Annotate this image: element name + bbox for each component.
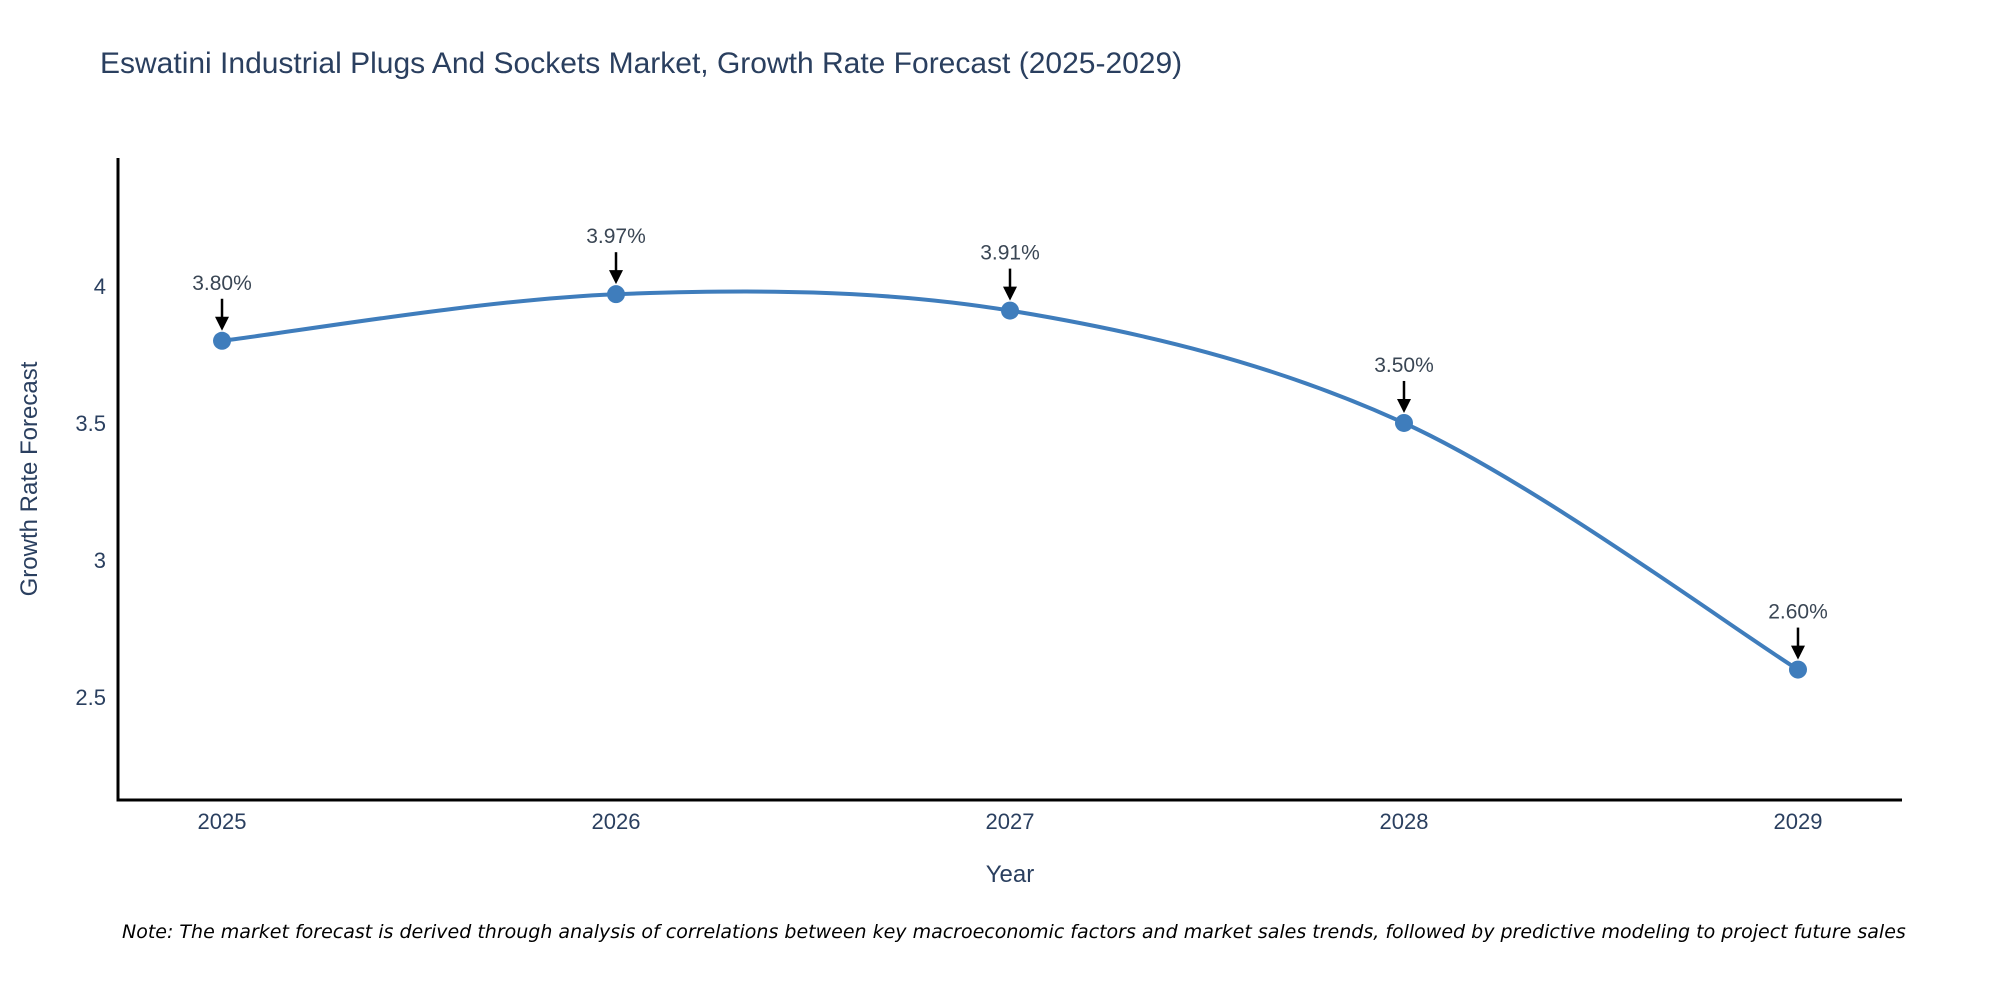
data-point-marker[interactable] xyxy=(607,285,626,304)
annotation-arrowhead xyxy=(1396,398,1411,413)
y-tick-label: 2.5 xyxy=(75,685,106,710)
y-tick-label: 4 xyxy=(94,274,106,299)
data-point-marker[interactable] xyxy=(1394,413,1413,432)
data-point-marker[interactable] xyxy=(1788,660,1807,679)
chart-title: Eswatini Industrial Plugs And Sockets Ma… xyxy=(100,47,1183,80)
annotation-arrowhead xyxy=(1790,645,1805,660)
data-point-label: 3.91% xyxy=(980,242,1040,265)
data-point-marker[interactable] xyxy=(213,331,232,350)
footnote: Note: The market forecast is derived thr… xyxy=(122,921,1906,943)
annotation-arrowhead xyxy=(609,270,624,285)
data-point-label: 2.60% xyxy=(1768,601,1828,624)
x-tick-label: 2025 xyxy=(198,809,247,834)
y-tick-label: 3 xyxy=(94,548,106,573)
data-point-label: 3.50% xyxy=(1374,354,1434,377)
x-tick-label: 2028 xyxy=(1380,809,1429,834)
x-tick-label: 2026 xyxy=(592,809,641,834)
data-point-marker[interactable] xyxy=(1001,301,1019,320)
x-axis-title: Year xyxy=(985,861,1035,888)
data-point-label: 3.80% xyxy=(192,272,252,295)
annotation-arrowhead xyxy=(1003,286,1017,301)
y-tick-label: 3.5 xyxy=(75,411,106,436)
x-tick-label: 2029 xyxy=(1774,809,1823,834)
series-line xyxy=(221,289,1800,672)
annotation-arrowhead xyxy=(215,316,230,331)
data-point-label: 3.97% xyxy=(586,225,646,248)
axis-lines xyxy=(116,158,1902,802)
x-tick-label: 2027 xyxy=(986,809,1035,834)
y-axis-title: Growth Rate Forecast xyxy=(16,361,43,597)
